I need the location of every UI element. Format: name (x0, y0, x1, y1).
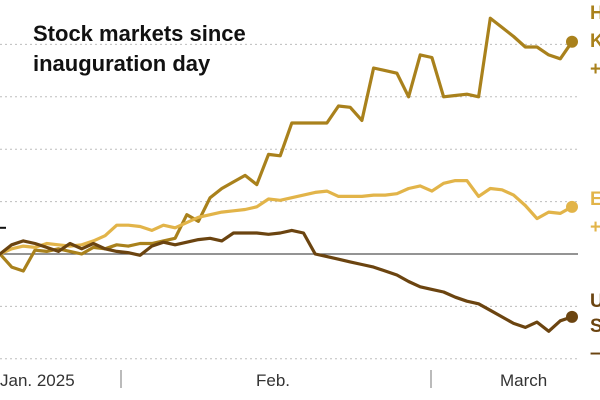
x-tick-label: Feb. (256, 371, 290, 390)
series-end-dot-2 (566, 200, 578, 213)
end-labels: HK + E + US – (590, 3, 600, 364)
series-line-1 (0, 16, 574, 273)
series-end-dot-1 (566, 35, 578, 48)
end-label-1-1: H (590, 3, 600, 24)
end-label-1-2: K (590, 31, 600, 52)
x-tick-label: Jan. 2025 (0, 371, 75, 390)
title-line-1: Stock markets since (33, 21, 246, 46)
series-end-dot-3 (566, 310, 578, 323)
end-label-1-3: + (590, 59, 600, 80)
x-axis: Jan. 2025 Feb. March (0, 370, 547, 390)
end-label-2-2: + (590, 217, 600, 238)
end-label-3-1: U (590, 291, 600, 312)
chart-title: Stock markets since inauguration day (33, 21, 252, 76)
x-tick-label: March (500, 371, 547, 390)
series-line-2 (0, 179, 574, 256)
series-line-3 (0, 228, 574, 333)
end-label-3-3: – (590, 343, 600, 364)
end-label-3-2: S (590, 316, 600, 337)
end-label-2-1: E (590, 189, 600, 210)
title-line-2: inauguration day (33, 51, 211, 76)
series-lines (0, 16, 578, 333)
